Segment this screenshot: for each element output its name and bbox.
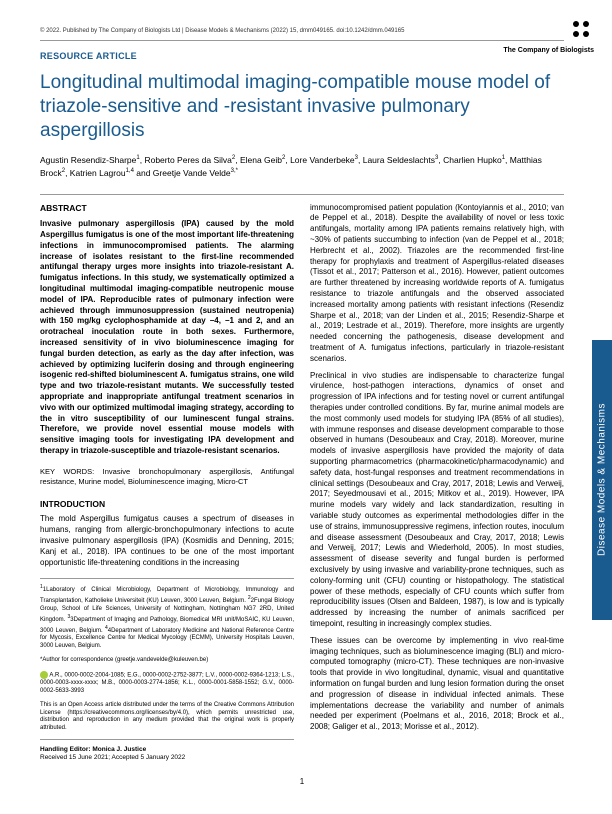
license-text: This is an Open Access article distribut… — [40, 702, 294, 733]
orcid-line: A.R., 0000-0002-2004-1085; E.G., 0000-00… — [40, 671, 294, 696]
title-rule — [40, 194, 564, 195]
journal-page: The Company of Biologists © 2022. Publis… — [0, 0, 612, 814]
header-rule — [40, 40, 564, 41]
right-column: immunocompromised patient population (Ko… — [310, 203, 564, 769]
right-p3: These issues can be overcome by implemen… — [310, 636, 564, 733]
orcid-icon — [40, 671, 48, 679]
introduction-heading: INTRODUCTION — [40, 499, 294, 510]
keywords: KEY WORDS: Invasive bronchopulmonary asp… — [40, 467, 294, 487]
publisher-name: The Company of Biologists — [503, 47, 594, 54]
abstract-heading: ABSTRACT — [40, 203, 294, 214]
handling-label: Handling Editor: Monica J. Justice — [40, 746, 146, 753]
page-number: 1 — [40, 777, 564, 786]
keywords-label: KEY WORDS: — [40, 467, 94, 476]
affiliation-1: 11Laboratory of Clinical Microbiology, D… — [40, 584, 294, 651]
right-p2: Preclinical in vivo studies are indispen… — [310, 371, 564, 630]
copyright-line: © 2022. Published by The Company of Biol… — [40, 28, 564, 34]
publisher-logo-icon — [570, 18, 594, 42]
handling-editor: Handling Editor: Monica J. Justice Recei… — [40, 746, 294, 763]
orcid-text: A.R., 0000-0002-2004-1085; E.G., 0000-00… — [40, 672, 294, 694]
article-title: Longitudinal multimodal imaging-compatib… — [40, 71, 564, 142]
corresponding-author: *Author for correspondence (greetje.vand… — [40, 657, 294, 665]
left-column: ABSTRACT Invasive pulmonary aspergillosi… — [40, 203, 294, 769]
footnote-rule — [40, 739, 294, 740]
article-dates: Received 15 June 2021; Accepted 5 Januar… — [40, 754, 185, 761]
body-columns: ABSTRACT Invasive pulmonary aspergillosi… — [40, 203, 564, 769]
right-p1: immunocompromised patient population (Ko… — [310, 203, 564, 365]
authors-line: Agustin Resendiz-Sharpe1, Roberto Peres … — [40, 154, 564, 179]
abstract-body: Invasive pulmonary aspergillosis (IPA) c… — [40, 219, 294, 457]
footnotes: 11Laboratory of Clinical Microbiology, D… — [40, 578, 294, 762]
section-label: RESOURCE ARTICLE — [40, 51, 564, 61]
journal-side-tab: Disease Models & Mechanisms — [592, 340, 612, 620]
introduction-p1: The mold Aspergillus fumigatus causes a … — [40, 514, 294, 568]
publisher-logo-area: The Company of Biologists — [503, 18, 594, 54]
